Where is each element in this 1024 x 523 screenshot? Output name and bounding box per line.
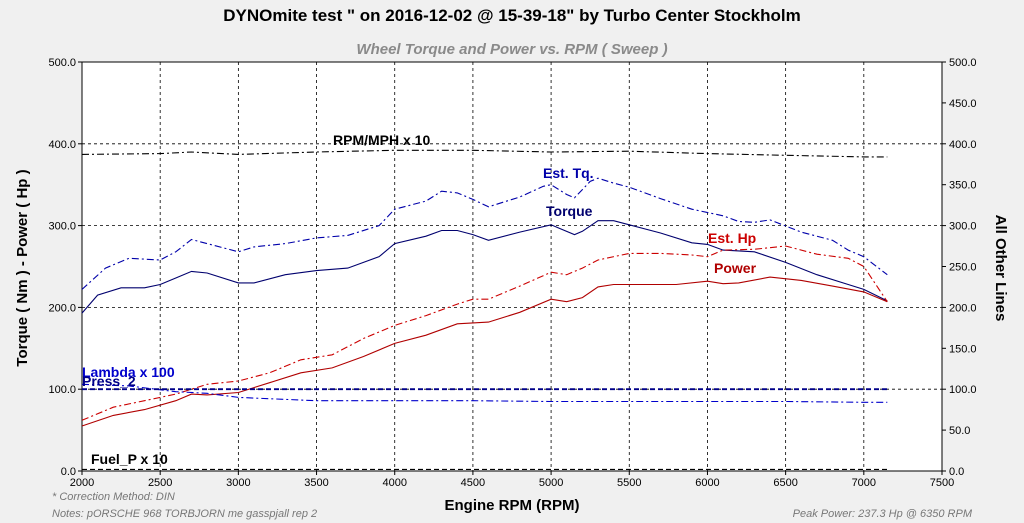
x-axis-label: Engine RPM (RPM) xyxy=(445,497,580,514)
y-left-tick-label: 300.0 xyxy=(48,221,76,233)
series-label-est-hp: Est. Hp xyxy=(708,230,756,246)
y-left-tick-label: 500.0 xyxy=(48,57,76,69)
y-right-tick-label: 150.0 xyxy=(949,343,977,355)
x-tick-label: 2000 xyxy=(70,477,94,489)
x-tick-label: 7000 xyxy=(852,477,876,489)
y-right-tick-label: 200.0 xyxy=(949,302,977,314)
x-tick-label: 2500 xyxy=(148,477,172,489)
series-label-power: Power xyxy=(714,260,757,276)
y-right-tick-label: 450.0 xyxy=(949,98,977,110)
chart-subtitle: Wheel Torque and Power vs. RPM ( Sweep ) xyxy=(356,41,667,58)
series-label-rpm-mph-x-10: RPM/MPH x 10 xyxy=(333,132,430,148)
axis-ticks: 2000 2500 3000 3500 4000 4500 5000 5500 6000 6500… xyxy=(48,57,976,489)
x-tick-label: 5500 xyxy=(617,477,641,489)
x-tick-label: 4000 xyxy=(382,477,406,489)
series-line-torque xyxy=(81,220,888,314)
series-label-est-tq: Est. Tq. xyxy=(543,165,594,181)
x-tick-label: 5000 xyxy=(539,477,563,489)
x-tick-label: 4500 xyxy=(461,477,485,489)
y-left-tick-label: 0.0 xyxy=(61,466,76,478)
y-left-tick-label: 400.0 xyxy=(48,139,76,151)
x-tick-label: 3000 xyxy=(226,477,250,489)
series-label-lambda-x-100: Lambda x 100 xyxy=(82,364,175,380)
series-label-fuel-p-x-10: Fuel_P x 10 xyxy=(91,451,168,467)
series-label-torque: Torque xyxy=(546,203,593,219)
y-right-tick-label: 300.0 xyxy=(949,221,977,233)
y-right-tick-label: 350.0 xyxy=(949,180,977,192)
x-tick-label: 6500 xyxy=(773,477,797,489)
x-tick-label: 6000 xyxy=(695,477,719,489)
y-axis-left-label: Torque ( Nm ) - Power ( Hp ) xyxy=(14,169,31,366)
y-right-tick-label: 0.0 xyxy=(949,466,964,478)
series-line-rpm-mph-x-10 xyxy=(81,149,888,158)
chart-title: DYNOmite test " on 2016-12-02 @ 15-39-18… xyxy=(223,6,801,25)
x-tick-label: 7500 xyxy=(930,477,954,489)
series-line-est-hp xyxy=(81,245,888,421)
series-layer xyxy=(81,149,888,470)
y-right-tick-label: 50.0 xyxy=(949,425,970,437)
series-line-lambda-x-100 xyxy=(81,383,888,403)
series-labels: RPM/MPH x 10 Est. Tq. Torque Est. Hp Power La… xyxy=(82,132,757,467)
series-line-est-tq xyxy=(81,177,888,290)
notes-text: Notes: pORSCHE 968 TORBJORN me gasspjall… xyxy=(52,508,317,520)
y-axis-right-label: All Other Lines xyxy=(992,215,1009,322)
series-label-press-2: Press_2 xyxy=(82,373,136,389)
y-right-tick-label: 500.0 xyxy=(949,57,977,69)
y-right-tick-label: 400.0 xyxy=(949,139,977,151)
y-left-tick-label: 200.0 xyxy=(48,302,76,314)
x-tick-label: 3500 xyxy=(304,477,328,489)
y-right-tick-label: 100.0 xyxy=(949,384,977,396)
series-line-power xyxy=(81,276,888,427)
peak-power-text: Peak Power: 237.3 Hp @ 6350 RPM xyxy=(793,508,973,520)
correction-method: * Correction Method: DIN xyxy=(52,491,175,503)
plot-area xyxy=(81,61,943,472)
y-right-tick-label: 250.0 xyxy=(949,262,977,274)
y-left-tick-label: 100.0 xyxy=(48,384,76,396)
